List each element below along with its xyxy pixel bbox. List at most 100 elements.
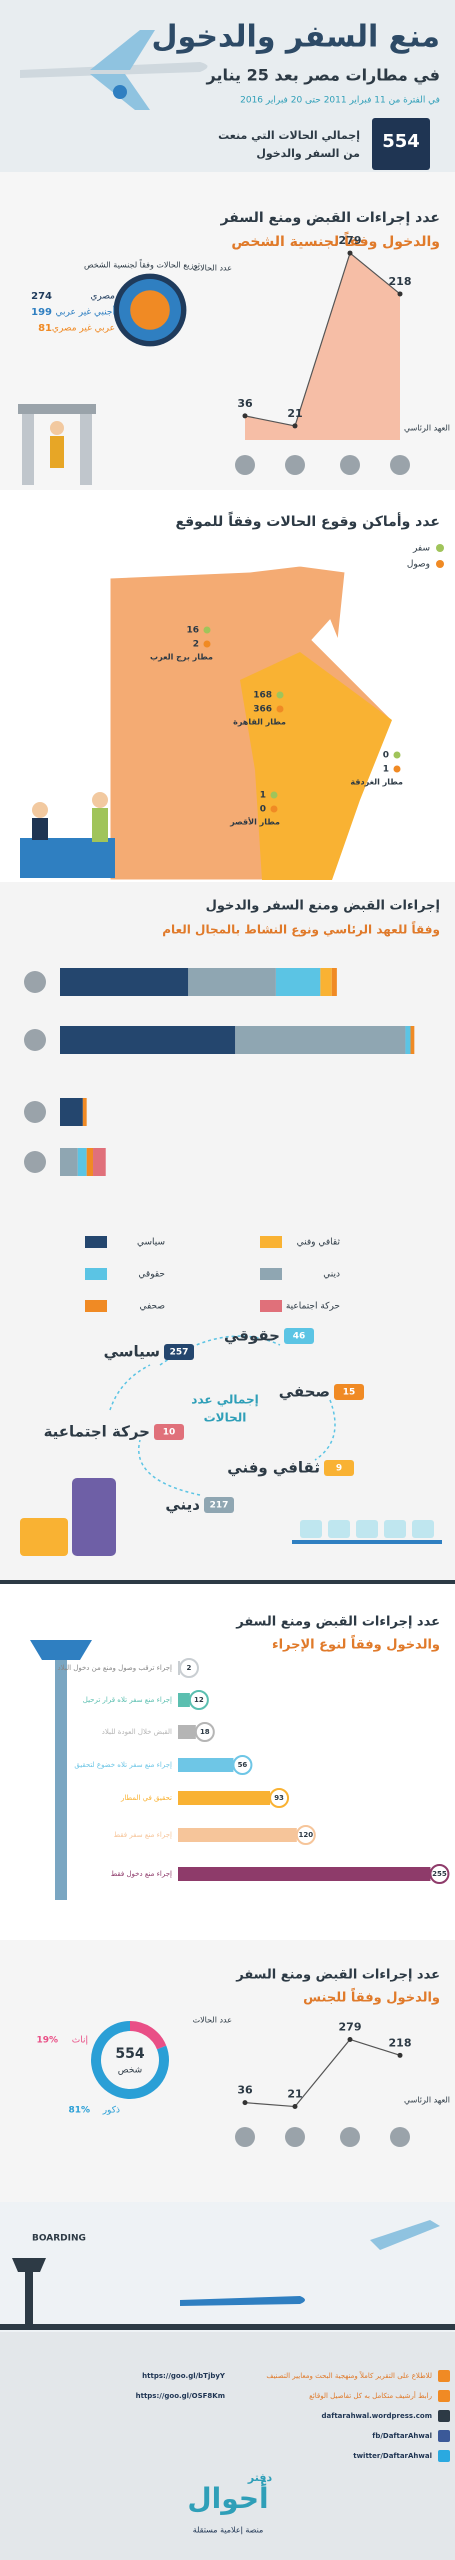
gate-top [18, 404, 96, 414]
value-badge [204, 1497, 234, 1513]
value: 16 [186, 626, 199, 636]
travel-dot [270, 791, 278, 799]
procedure-bar [178, 1867, 431, 1881]
travel-dot [393, 751, 401, 759]
value-circle [188, 1690, 209, 1710]
cycle-item: حركة اجتماعية [44, 1423, 150, 1441]
bar-segment [60, 968, 189, 996]
bar-segment [405, 1026, 411, 1054]
link-description: رابط أرشيف متكامل به كل تفاصيل الوقائع [309, 2391, 432, 2400]
link: fb/DaftarAhwal [372, 2432, 432, 2440]
officer-body [50, 436, 64, 468]
travel-dot [276, 691, 284, 699]
section-title: وفقاً للعهد الرئاسي ونوع النشاط بالمجال … [162, 921, 440, 938]
value: 1 [260, 791, 266, 801]
bar-segment [320, 968, 332, 996]
value-badge [154, 1424, 184, 1440]
bar-segment [86, 1148, 94, 1176]
value: 18 [200, 1728, 210, 1736]
legend-label: حقوقي [138, 1270, 165, 1280]
value: 168 [253, 691, 272, 701]
value: 274 [31, 291, 52, 302]
value-circle [194, 1722, 215, 1742]
chart-subtitle: توزيع الحالات وفقاً لجنسية الشخص [84, 259, 200, 270]
value: 93 [274, 1794, 284, 1802]
procedure-label: إجراء منع سفر تلاه خضوع لتحقيق [74, 1761, 172, 1769]
procedure-label: تحقيق في المطار [120, 1794, 172, 1802]
portrait [285, 2127, 305, 2147]
section-title: والدخول وفقاً لنوع الإجراء [272, 1635, 440, 1653]
bar-segment [275, 968, 321, 996]
airport-name: مطار برج العرب [150, 653, 213, 662]
airport-name: مطار الغردقة [350, 778, 403, 787]
section-bg [0, 2202, 455, 2332]
legend-label: سفر [412, 544, 430, 554]
cycle-item: ديني [165, 1496, 200, 1514]
value: 257 [170, 1348, 189, 1358]
section-title: والدخول وفقاً للجنس [303, 1988, 440, 2006]
bar-segment [331, 968, 337, 996]
legend-swatch [260, 1268, 282, 1280]
boarding-sign: BOARDING [32, 2234, 86, 2244]
caption: من السفر والدخول [256, 147, 360, 160]
value-label: 218 [389, 2036, 412, 2049]
portrait [24, 1151, 46, 1173]
travel-dot [203, 626, 211, 634]
seat [412, 1520, 434, 1538]
portrait [24, 1029, 46, 1051]
portrait [390, 2127, 410, 2147]
value-label: 21 [287, 407, 302, 420]
legend-swatch [85, 1300, 107, 1312]
traveler-body [92, 808, 108, 842]
era-dot [347, 2036, 353, 2042]
bar-segment [77, 1148, 87, 1176]
value: 199 [31, 307, 52, 318]
value-badge [334, 1384, 364, 1400]
title: منع السفر والدخول [151, 20, 440, 55]
legend-swatch [85, 1268, 107, 1280]
era-line [244, 2038, 401, 2108]
legend-swatch [260, 1300, 282, 1312]
value-label: 279 [339, 2020, 362, 2033]
legend-swatch [85, 1236, 107, 1248]
seat [300, 1520, 322, 1538]
arrival-dot [276, 705, 284, 713]
tower [25, 2270, 33, 2325]
value: 2 [187, 1664, 192, 1672]
value-label: 36 [237, 397, 253, 410]
officer-body [32, 818, 48, 840]
tower-top [30, 1640, 92, 1660]
procedure-label: إجراء منع سفر فقط [114, 1831, 172, 1839]
arrival-dot [393, 765, 401, 773]
era-dot [292, 2104, 298, 2110]
bar-segment [82, 1098, 87, 1126]
portrait [24, 1101, 46, 1123]
value: 0 [260, 805, 266, 815]
cycle-arrows [109, 1335, 336, 1496]
procedure-label: إجراء منع دخول فقط [111, 1870, 172, 1878]
section-bg [0, 882, 455, 1580]
value-circle [178, 1658, 199, 1678]
procedure-bar [178, 1758, 234, 1772]
value-label: 279 [339, 234, 362, 247]
gender-label: ذكور [102, 2106, 120, 2116]
bar-segment [188, 968, 276, 996]
value: 217 [210, 1501, 229, 1511]
value-label: 21 [287, 2088, 302, 2101]
cycle-item: ثقافي وفني [227, 1459, 320, 1477]
icon [438, 2430, 450, 2442]
bar-segment [60, 1098, 83, 1126]
value: 12 [194, 1696, 204, 1704]
book [372, 118, 430, 170]
cycle-item: سياسي [104, 1343, 160, 1361]
nationality-circle [130, 290, 170, 330]
officer-head [32, 802, 48, 818]
logo: أحوال [187, 2480, 268, 2515]
suitcase [20, 1518, 68, 1556]
seat [384, 1520, 406, 1538]
link: https://goo.gl/OSF8Km [136, 2392, 225, 2400]
cycle-item: حقوقي [224, 1327, 280, 1345]
icon [438, 2370, 450, 2382]
footer-bg [0, 2332, 455, 2560]
